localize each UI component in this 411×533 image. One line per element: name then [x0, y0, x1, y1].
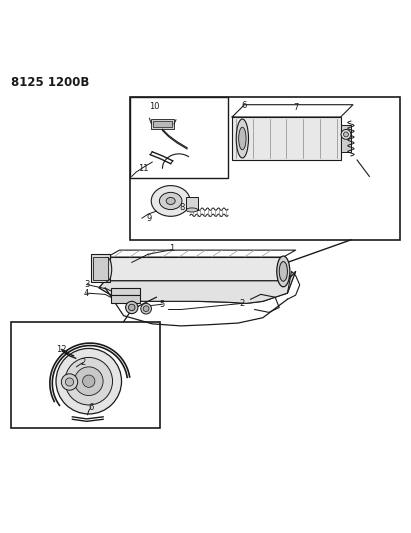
Text: 4: 4	[84, 289, 89, 297]
Text: 2: 2	[240, 299, 245, 308]
Bar	[11, 322, 160, 429]
Circle shape	[74, 367, 103, 395]
Bar	[107, 257, 283, 281]
Bar	[111, 288, 140, 295]
Bar	[151, 119, 174, 130]
Text: 9: 9	[146, 214, 152, 223]
Ellipse shape	[166, 198, 175, 205]
Circle shape	[126, 301, 138, 313]
Circle shape	[341, 130, 351, 139]
Circle shape	[141, 303, 151, 314]
Text: 12: 12	[56, 345, 67, 354]
Text: 11: 11	[138, 164, 148, 173]
Text: 5: 5	[160, 300, 165, 309]
Ellipse shape	[279, 262, 287, 281]
Text: 8125 1200B: 8125 1200B	[11, 76, 89, 89]
Bar	[111, 295, 140, 303]
Text: 3: 3	[84, 280, 90, 289]
Circle shape	[143, 306, 149, 312]
Polygon shape	[99, 271, 296, 303]
Circle shape	[344, 132, 349, 137]
Text: 10: 10	[150, 102, 160, 111]
Circle shape	[83, 375, 95, 387]
Text: 8: 8	[180, 203, 185, 212]
Bar	[153, 121, 172, 127]
Text: 7: 7	[293, 103, 298, 112]
Text: 2: 2	[80, 358, 85, 367]
Bar	[186, 197, 198, 210]
Ellipse shape	[103, 257, 112, 281]
Bar	[130, 96, 400, 240]
Circle shape	[129, 304, 135, 311]
Bar	[232, 117, 341, 160]
Ellipse shape	[159, 192, 182, 209]
Bar	[91, 254, 111, 282]
Ellipse shape	[186, 208, 198, 212]
Ellipse shape	[277, 256, 290, 287]
Circle shape	[56, 349, 122, 414]
Ellipse shape	[151, 185, 190, 216]
Circle shape	[61, 374, 78, 390]
Bar	[341, 125, 351, 152]
Bar	[93, 257, 109, 280]
Circle shape	[65, 378, 74, 386]
Ellipse shape	[236, 119, 249, 158]
Circle shape	[65, 358, 113, 405]
Ellipse shape	[239, 127, 246, 150]
Text: 1: 1	[169, 245, 175, 253]
Bar	[130, 96, 228, 179]
Text: 6: 6	[242, 101, 247, 110]
Text: 6: 6	[88, 403, 93, 413]
